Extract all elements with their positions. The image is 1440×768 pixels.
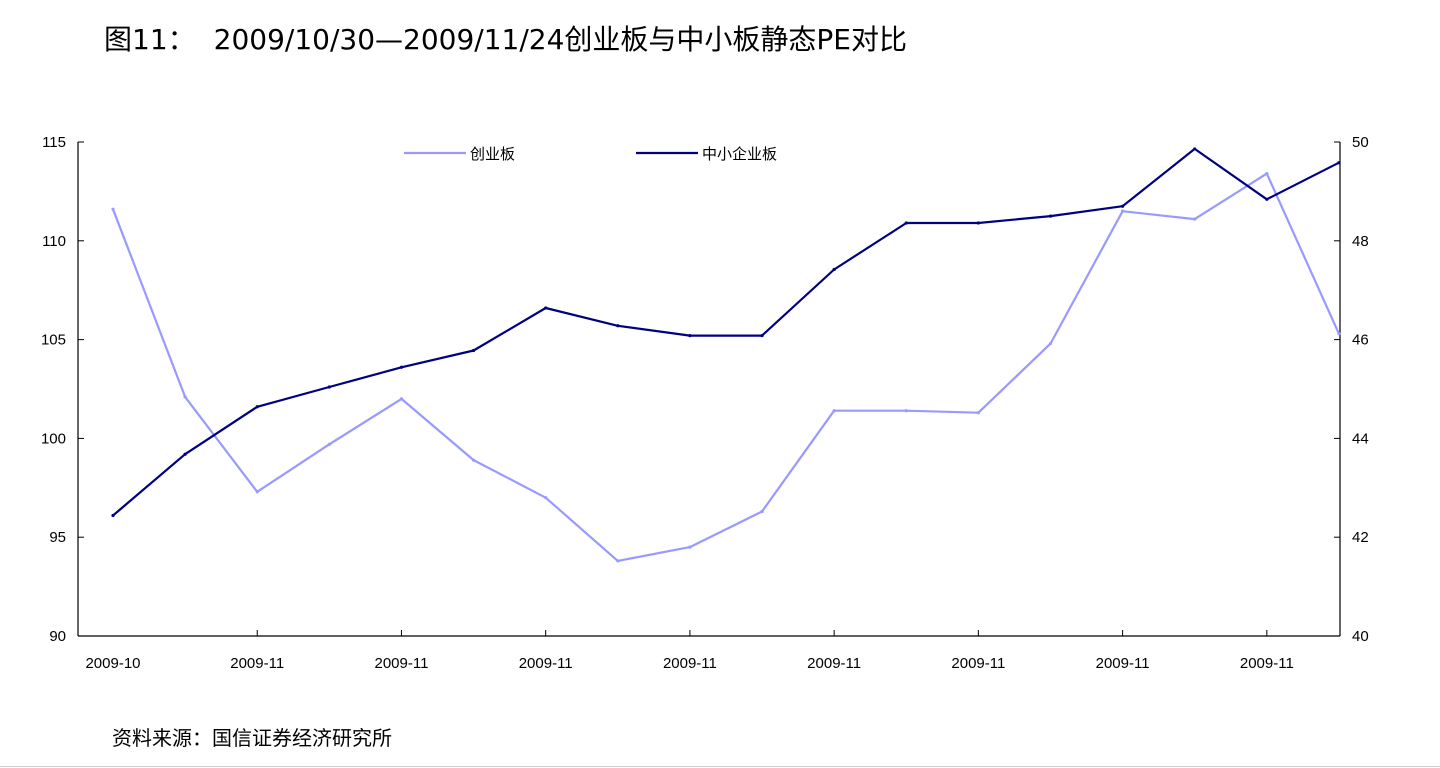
data-point-chuangyeban (688, 545, 692, 549)
data-point-zhongxiaoban (760, 334, 764, 338)
data-point-zhongxiaoban (1048, 214, 1053, 218)
left-y-tick-label: 115 (42, 134, 66, 151)
data-point-chuangyeban (1193, 217, 1197, 221)
right-y-tick-label: 44 (1352, 430, 1369, 447)
legend: 创业板 中小企业板 (404, 145, 777, 163)
data-point-chuangyeban (904, 409, 908, 413)
data-point-chuangyeban (327, 442, 331, 446)
legend-label-zhongxiaoban: 中小企业板 (702, 145, 777, 163)
x-tick-label: 2009-11 (951, 655, 1005, 672)
data-point-chuangyeban (1121, 209, 1125, 213)
data-point-chuangyeban (976, 411, 980, 415)
data-point-chuangyeban (544, 496, 548, 500)
data-point-zhongxiaoban (904, 221, 908, 225)
data-point-zhongxiaoban (255, 405, 259, 409)
data-point-chuangyeban (399, 397, 404, 401)
x-tick-label: 2009-11 (807, 655, 861, 672)
data-point-zhongxiaoban (327, 385, 331, 389)
x-tick-label: 2009-11 (230, 655, 284, 672)
right-y-tick-label: 46 (1352, 332, 1369, 349)
bottom-divider (0, 766, 1440, 767)
data-point-zhongxiaoban (111, 513, 115, 518)
x-tick-label: 2009-10 (85, 655, 140, 672)
ticks-layer: 90 95 100 105 110 115 40 42 44 46 48 50 2009-10 2009-… (41, 134, 1369, 672)
data-point-zhongxiaoban (976, 221, 980, 225)
data-point-chuangyeban (111, 207, 115, 211)
x-tick-label: 2009-11 (519, 655, 573, 672)
right-y-tick-label: 50 (1352, 134, 1369, 151)
data-point-chuangyeban (471, 458, 476, 462)
data-point-chuangyeban (255, 490, 259, 494)
axes-group (77, 142, 1341, 637)
data-point-zhongxiaoban (1193, 147, 1197, 151)
series-line-zhongxiaoban (112, 147, 1340, 517)
x-tick-label: 2009-11 (1096, 655, 1150, 672)
data-point-chuangyeban (760, 509, 764, 514)
source-note: 资料来源：国信证券经济研究所 (112, 726, 392, 750)
data-point-zhongxiaoban (544, 306, 548, 310)
x-tick-label: 2009-11 (1240, 655, 1294, 672)
data-point-zhongxiaoban (832, 267, 836, 272)
data-point-zhongxiaoban (471, 348, 476, 353)
pe-comparison-chart: 90 95 100 105 110 115 40 42 44 46 48 50 2009-10 2009-… (41, 134, 1369, 672)
left-y-tick-label: 110 (42, 233, 66, 250)
x-tick-label: 2009-11 (374, 655, 428, 672)
data-point-chuangyeban (1048, 341, 1053, 346)
data-point-zhongxiaoban (399, 365, 404, 369)
data-point-zhongxiaoban (616, 324, 620, 328)
data-point-chuangyeban (1337, 332, 1341, 336)
right-y-tick-label: 42 (1352, 529, 1369, 546)
data-point-zhongxiaoban (1337, 161, 1341, 165)
data-point-chuangyeban (832, 409, 836, 413)
figure-label: 图11： (104, 23, 196, 56)
right-y-tick-label: 40 (1352, 628, 1369, 645)
left-y-tick-label: 90 (49, 628, 66, 645)
left-y-tick-label: 105 (41, 332, 66, 349)
data-point-chuangyeban (616, 559, 620, 563)
data-point-zhongxiaoban (183, 452, 187, 456)
series-layer (111, 147, 1341, 563)
data-point-zhongxiaoban (1121, 204, 1125, 208)
data-point-chuangyeban (1265, 172, 1269, 176)
right-y-tick-label: 48 (1352, 233, 1369, 250)
series-line-chuangyeban (111, 172, 1340, 563)
x-tick-label: 2009-11 (663, 655, 717, 672)
chart-title: 图11： 2009/10/30—2009/11/24创业板与中小板静态PE对比 (104, 18, 907, 58)
data-point-zhongxiaoban (688, 334, 692, 338)
title-text: 2009/10/30—2009/11/24创业板与中小板静态PE对比 (213, 23, 907, 56)
left-y-tick-label: 95 (49, 529, 66, 546)
data-point-zhongxiaoban (1265, 197, 1269, 201)
data-point-chuangyeban (183, 395, 187, 399)
left-y-tick-label: 100 (41, 430, 66, 447)
legend-label-chuangyeban: 创业板 (470, 145, 515, 163)
